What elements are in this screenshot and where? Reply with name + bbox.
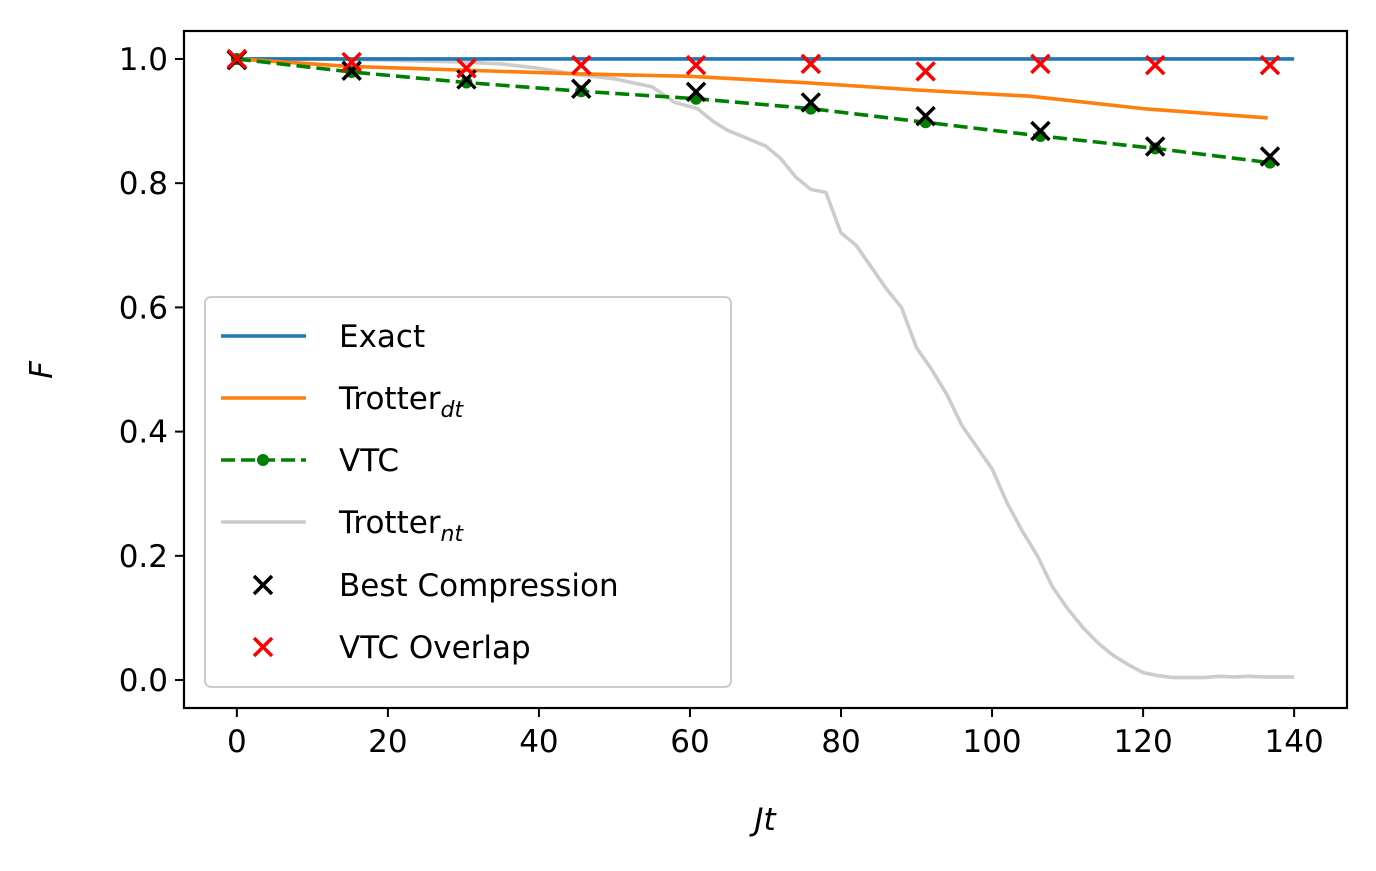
x-tick-label: 60 xyxy=(670,724,709,760)
y-tick-label: 0.4 xyxy=(119,415,168,451)
series-point-vtc-overlap-stroke-b xyxy=(685,54,707,76)
x-tick-label: 20 xyxy=(368,724,407,760)
series-point-vtc-overlap xyxy=(1030,53,1051,75)
series-point-vtc-overlap xyxy=(915,61,936,82)
legend-entry-best-compression-label: Best Compression xyxy=(339,568,619,604)
series-point-best-compression-stroke-b xyxy=(570,78,592,99)
series-point-best-compression xyxy=(800,92,822,113)
x-tick-label: 0 xyxy=(227,724,247,760)
y-axis-label: F xyxy=(24,360,60,379)
plot-area xyxy=(226,48,1295,680)
legend-entry-vtc-swatch-marker xyxy=(257,454,269,466)
axes-frame xyxy=(182,29,1349,710)
series-point-best-compression-stroke-b xyxy=(685,81,707,103)
series-point-vtc-overlap-stroke-b xyxy=(456,58,477,79)
y-tick-label: 0.2 xyxy=(119,539,168,575)
series-line-trotter-nt xyxy=(236,57,1295,680)
series-point-vtc-overlap-stroke-b xyxy=(226,48,248,70)
series-point-best-compression xyxy=(685,81,707,103)
legend-entry-vtc-overlap-swatch xyxy=(252,636,274,658)
axes: 0 20 40 60 80 100 120 140 0.0 0.2 0.4 0.6 0.8 1.0 xyxy=(119,29,1349,760)
x-tick-label: 40 xyxy=(519,724,558,760)
series-point-vtc-overlap xyxy=(456,58,477,79)
series-point-vtc-overlap-stroke-b xyxy=(800,53,822,75)
y-tick-label: 0.0 xyxy=(119,663,168,699)
series-point-vtc-overlap-stroke-b xyxy=(1030,53,1051,75)
legend-entry-vtc-overlap-label: VTC Overlap xyxy=(339,630,531,666)
legend-entry-best-compression-swatch-stroke-b xyxy=(252,574,274,596)
series-point-best-compression-stroke-b xyxy=(800,92,822,113)
series-point-best-compression xyxy=(1144,136,1166,157)
series-point-best-compression-stroke-b xyxy=(1144,136,1166,157)
series-point-vtc-overlap-stroke-b xyxy=(1144,54,1166,76)
series-point-vtc-overlap-stroke-b xyxy=(570,54,592,76)
series-line-vtc xyxy=(236,57,1271,165)
series-point-vtc-overlap xyxy=(570,54,592,76)
series-point-vtc-overlap xyxy=(685,54,707,76)
legend-entry-vtc-overlap-swatch-stroke-b xyxy=(252,636,274,658)
series-line-trotter-dt xyxy=(236,57,1268,120)
series-group xyxy=(226,48,1295,680)
x-tick-label: 120 xyxy=(1114,724,1173,760)
series-point-best-compression xyxy=(570,78,592,99)
legend-entry-best-compression-swatch xyxy=(252,574,274,596)
series-point-best-compression xyxy=(1259,146,1281,167)
y-tick-label: 0.6 xyxy=(119,290,168,326)
x-tick-label: 80 xyxy=(821,724,860,760)
series-point-vtc-overlap xyxy=(1144,54,1166,76)
series-point-vtc-overlap xyxy=(800,53,822,75)
series-point-vtc xyxy=(460,76,473,89)
y-tick-label: 1.0 xyxy=(119,42,168,78)
legend-entry-vtc-overlap: VTC Overlap xyxy=(252,630,531,666)
legend-entry-trotter-dt-subscript: dt xyxy=(441,398,465,423)
legend-entry-trotter-nt-subscript: nt xyxy=(441,522,465,547)
y-tick-label: 0.8 xyxy=(119,166,168,202)
legend-entry-exact-label: Exact xyxy=(339,319,425,355)
series-point-best-compression xyxy=(1030,120,1051,142)
series-point-vtc xyxy=(575,85,588,98)
series-point-best-compression-stroke-b xyxy=(1259,146,1281,167)
series-point-best-compression-stroke-b xyxy=(341,60,362,81)
series-point-vtc-overlap-stroke-b xyxy=(915,61,936,82)
series-point-best-compression xyxy=(915,105,936,127)
series-point-vtc-overlap xyxy=(226,48,248,70)
series-point-vtc-overlap xyxy=(341,51,362,73)
legend-box xyxy=(204,296,732,688)
series-point-best-compression xyxy=(341,60,362,81)
legend-entry-exact: Exact xyxy=(221,319,425,355)
legend-entry-best-compression: Best Compression xyxy=(252,568,619,604)
series-point-vtc-overlap-stroke-b xyxy=(1259,54,1281,76)
legend-entry-vtc-label: VTC xyxy=(339,443,399,479)
series-point-vtc-overlap-stroke-b xyxy=(341,51,362,73)
series-point-best-compression-stroke-b xyxy=(1030,120,1051,142)
legend-entry-vtc: VTC xyxy=(221,443,399,479)
series-point-vtc-overlap xyxy=(1259,54,1281,76)
x-tick-label: 100 xyxy=(962,724,1021,760)
x-tick-label: 140 xyxy=(1265,724,1324,760)
series-point-best-compression-stroke-b xyxy=(915,105,936,127)
